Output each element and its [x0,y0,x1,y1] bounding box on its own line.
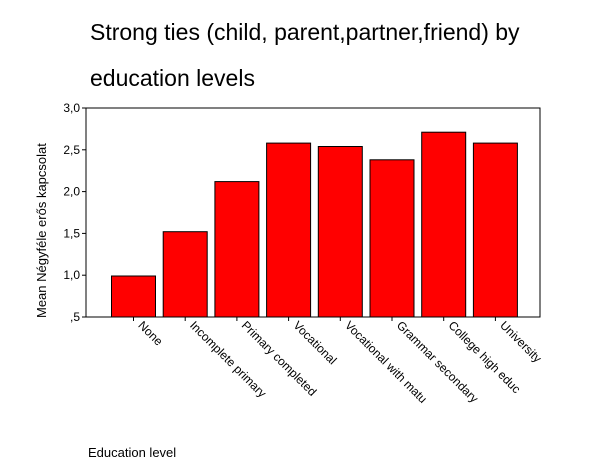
bar-7 [472,142,518,318]
chart-title-line-2: education levels [90,65,255,91]
x-axis-label: Education level [88,445,176,460]
y-tick-label-5: 3,0 [63,101,80,115]
x-tick-label-0: None [135,318,165,348]
bar-3 [266,142,312,318]
y-tick-label-1: 1,0 [63,268,80,282]
bar-6 [421,131,467,318]
y-axis-label: Mean Négyféle erős kapcsolat [34,143,49,318]
y-tick-label-0: ,5 [70,310,80,324]
y-ticks-group: ,5 1,0 1,5 2,0 2,5 3,0 [63,101,86,324]
x-tick-label-3: Vocational [290,318,339,367]
x-tick-label-7: University [497,318,544,365]
bar-2 [214,181,260,318]
y-tick-label-4: 2,5 [63,143,80,157]
bar-0 [111,275,156,318]
plot-frame [85,107,541,318]
bar-5 [369,159,415,318]
y-tick-label-2: 1,5 [63,226,80,240]
chart-title-line-1: Strong ties (child, parent,partner,frien… [90,19,520,45]
bars-group [111,131,518,318]
bar-4 [317,146,363,318]
bar-1 [162,231,208,318]
y-tick-label-3: 2,0 [63,185,80,199]
